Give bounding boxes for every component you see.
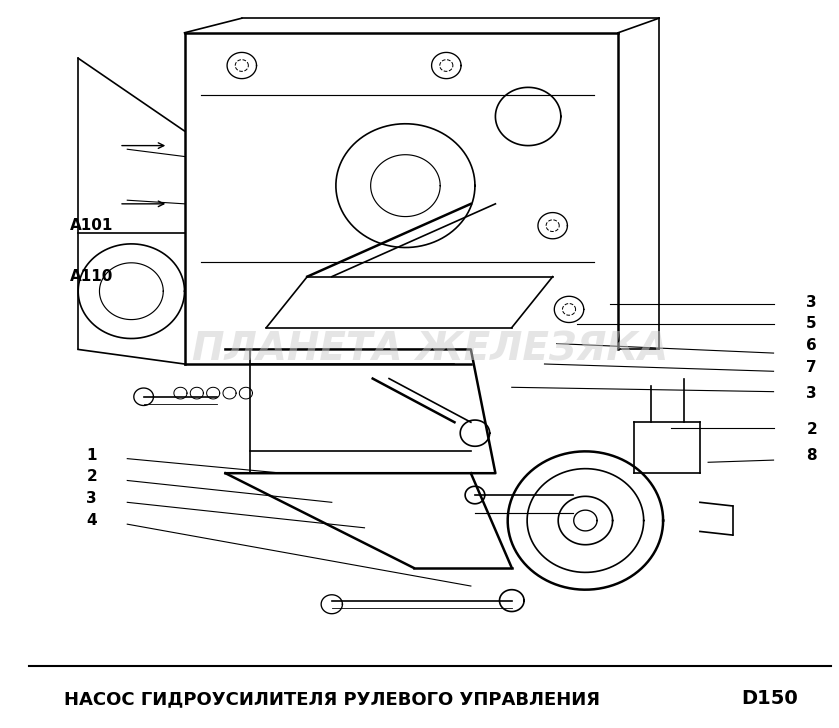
Text: 3: 3 bbox=[86, 491, 97, 506]
Text: 1: 1 bbox=[86, 448, 96, 462]
Text: 2: 2 bbox=[806, 422, 817, 437]
Text: ПЛАНЕТА ЖЕЛЕЗЯКА: ПЛАНЕТА ЖЕЛЕЗЯКА bbox=[192, 331, 668, 368]
Text: 2: 2 bbox=[86, 470, 97, 484]
Text: 8: 8 bbox=[806, 448, 817, 462]
Text: 3: 3 bbox=[806, 386, 817, 400]
Text: A101: A101 bbox=[70, 218, 113, 233]
Text: 6: 6 bbox=[806, 339, 817, 353]
Text: D150: D150 bbox=[741, 689, 798, 708]
Text: 5: 5 bbox=[806, 317, 817, 331]
Text: A110: A110 bbox=[70, 269, 113, 284]
Text: НАСОС ГИДРОУСИЛИТЕЛЯ РУЛЕВОГО УПРАВЛЕНИЯ: НАСОС ГИДРОУСИЛИТЕЛЯ РУЛЕВОГО УПРАВЛЕНИЯ bbox=[64, 690, 600, 708]
Text: 3: 3 bbox=[806, 295, 817, 309]
Text: 7: 7 bbox=[806, 360, 817, 375]
Text: 4: 4 bbox=[86, 513, 97, 528]
